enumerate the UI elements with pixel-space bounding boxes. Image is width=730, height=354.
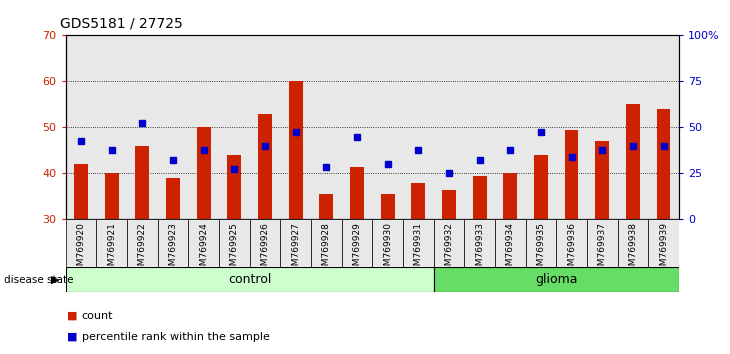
- FancyBboxPatch shape: [372, 219, 403, 267]
- Bar: [534, 155, 548, 219]
- FancyBboxPatch shape: [280, 219, 311, 267]
- Text: GSM769923: GSM769923: [169, 222, 177, 277]
- Bar: [158, 35, 188, 219]
- FancyBboxPatch shape: [556, 219, 587, 267]
- Bar: [618, 35, 648, 219]
- FancyBboxPatch shape: [403, 219, 434, 267]
- FancyBboxPatch shape: [66, 219, 96, 267]
- Bar: [197, 127, 210, 219]
- Bar: [442, 189, 456, 219]
- Text: GSM769920: GSM769920: [77, 222, 85, 277]
- Bar: [320, 194, 333, 219]
- Text: GSM769921: GSM769921: [107, 222, 116, 277]
- Bar: [434, 35, 464, 219]
- Bar: [136, 146, 149, 219]
- Bar: [556, 35, 587, 219]
- Text: GSM769926: GSM769926: [261, 222, 269, 277]
- Bar: [495, 35, 526, 219]
- FancyBboxPatch shape: [648, 219, 679, 267]
- Bar: [464, 35, 495, 219]
- Bar: [657, 109, 670, 219]
- Bar: [280, 35, 311, 219]
- Bar: [127, 35, 158, 219]
- FancyBboxPatch shape: [434, 267, 679, 292]
- Bar: [311, 35, 342, 219]
- Bar: [289, 81, 302, 219]
- FancyBboxPatch shape: [342, 219, 372, 267]
- Text: GSM769938: GSM769938: [629, 222, 637, 277]
- Text: disease state: disease state: [4, 275, 73, 285]
- Text: GSM769939: GSM769939: [659, 222, 668, 277]
- Bar: [412, 183, 425, 219]
- Bar: [626, 104, 639, 219]
- Text: GSM769922: GSM769922: [138, 222, 147, 276]
- Bar: [596, 141, 609, 219]
- Text: GSM769937: GSM769937: [598, 222, 607, 277]
- FancyBboxPatch shape: [188, 219, 219, 267]
- Text: GSM769935: GSM769935: [537, 222, 545, 277]
- FancyBboxPatch shape: [66, 267, 434, 292]
- FancyBboxPatch shape: [495, 219, 526, 267]
- Text: GSM769925: GSM769925: [230, 222, 239, 277]
- Text: GSM769928: GSM769928: [322, 222, 331, 277]
- Bar: [258, 114, 272, 219]
- Bar: [74, 164, 88, 219]
- Bar: [403, 35, 434, 219]
- Bar: [105, 173, 118, 219]
- Text: GSM769927: GSM769927: [291, 222, 300, 277]
- Bar: [219, 35, 250, 219]
- Bar: [381, 194, 394, 219]
- FancyBboxPatch shape: [127, 219, 158, 267]
- Text: GSM769924: GSM769924: [199, 222, 208, 276]
- FancyBboxPatch shape: [219, 219, 250, 267]
- Bar: [228, 155, 241, 219]
- Text: GSM769932: GSM769932: [445, 222, 453, 277]
- FancyBboxPatch shape: [158, 219, 188, 267]
- Text: GSM769930: GSM769930: [383, 222, 392, 277]
- Bar: [66, 35, 96, 219]
- Text: count: count: [82, 310, 113, 321]
- Text: GSM769936: GSM769936: [567, 222, 576, 277]
- Text: control: control: [228, 273, 272, 286]
- Text: ■: ■: [67, 332, 77, 342]
- FancyBboxPatch shape: [464, 219, 495, 267]
- Text: ▶: ▶: [51, 275, 60, 285]
- Bar: [96, 35, 127, 219]
- Text: GSM769931: GSM769931: [414, 222, 423, 277]
- Text: GDS5181 / 27725: GDS5181 / 27725: [60, 16, 182, 30]
- Text: ■: ■: [67, 310, 77, 321]
- Bar: [526, 35, 556, 219]
- Bar: [648, 35, 679, 219]
- Bar: [250, 35, 280, 219]
- Text: GSM769934: GSM769934: [506, 222, 515, 277]
- Bar: [372, 35, 403, 219]
- FancyBboxPatch shape: [618, 219, 648, 267]
- Bar: [166, 178, 180, 219]
- FancyBboxPatch shape: [526, 219, 556, 267]
- Bar: [188, 35, 219, 219]
- Text: percentile rank within the sample: percentile rank within the sample: [82, 332, 269, 342]
- Bar: [350, 166, 364, 219]
- FancyBboxPatch shape: [311, 219, 342, 267]
- Bar: [342, 35, 372, 219]
- FancyBboxPatch shape: [587, 219, 618, 267]
- Bar: [473, 176, 486, 219]
- FancyBboxPatch shape: [96, 219, 127, 267]
- Bar: [565, 130, 578, 219]
- FancyBboxPatch shape: [250, 219, 280, 267]
- Text: GSM769933: GSM769933: [475, 222, 484, 277]
- Text: GSM769929: GSM769929: [353, 222, 361, 277]
- Bar: [587, 35, 618, 219]
- Text: glioma: glioma: [535, 273, 577, 286]
- Bar: [504, 173, 517, 219]
- FancyBboxPatch shape: [434, 219, 464, 267]
